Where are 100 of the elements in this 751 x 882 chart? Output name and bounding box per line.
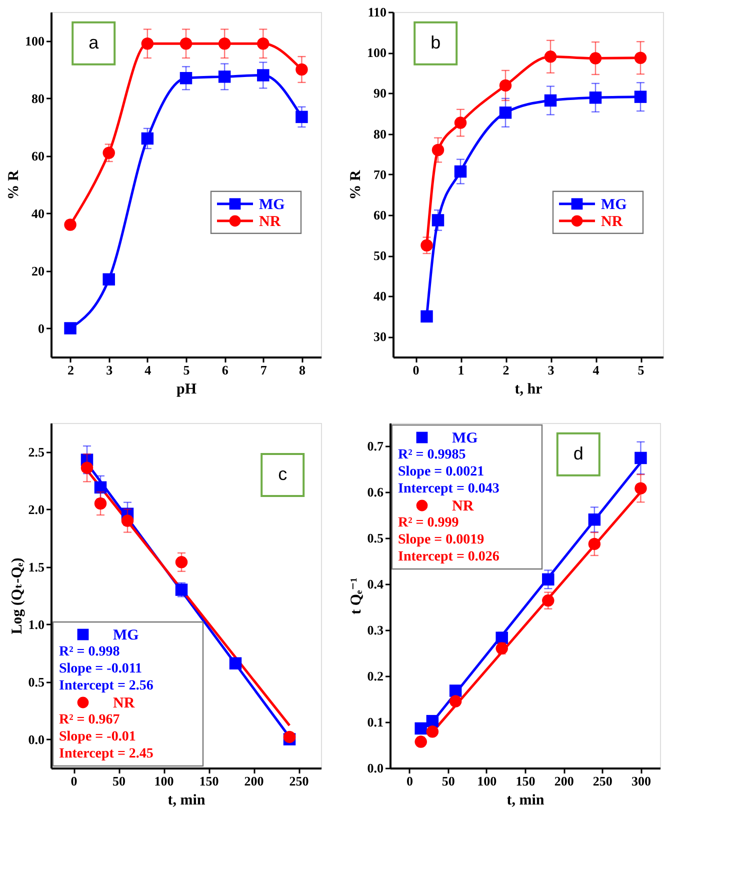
point <box>449 695 462 708</box>
point <box>449 684 462 697</box>
annotation: Intercept = 0.026 <box>398 550 500 564</box>
point <box>102 146 115 159</box>
x-tick-label: 3 <box>106 362 114 378</box>
y-axis-title: Log (Qₜ-Qₑ) <box>9 558 26 634</box>
point <box>432 214 444 226</box>
point <box>454 116 467 129</box>
y-tick-label: 0.0 <box>367 760 384 776</box>
point <box>175 584 188 596</box>
point <box>454 165 467 178</box>
point <box>420 310 433 323</box>
point <box>283 730 296 744</box>
point <box>257 38 270 50</box>
x-tick-label: 250 <box>289 774 309 788</box>
x-tick-label: 8 <box>298 362 306 378</box>
y-tick-label: 90 <box>374 86 386 101</box>
point <box>94 497 107 510</box>
annotation: R² = 0.999 <box>398 516 459 530</box>
y-tick-label: 40 <box>374 288 386 304</box>
point <box>94 481 107 494</box>
y-tick-label: 0.3 <box>367 622 384 638</box>
x-axis-title: t, hr <box>514 382 543 398</box>
y-tick-label: 20 <box>32 263 44 278</box>
annotation: Intercept = 0.043 <box>398 482 500 496</box>
point <box>141 38 154 50</box>
x-tick-label: 5 <box>183 362 190 378</box>
y-tick-label: 30 <box>374 329 386 344</box>
point <box>64 322 76 334</box>
point <box>544 94 557 107</box>
point <box>589 92 602 104</box>
point <box>80 462 94 474</box>
text: d <box>573 443 584 464</box>
y-axis-title: % R <box>6 170 22 200</box>
point <box>420 239 433 252</box>
y-tick-label: 80 <box>32 90 44 106</box>
point <box>141 132 154 145</box>
point <box>218 38 231 50</box>
y-tick-label: 100 <box>367 45 386 60</box>
x-tick-label: 0 <box>70 774 78 788</box>
legend-label: MG <box>452 430 478 446</box>
annotation: Intercept = 2.56 <box>59 678 154 694</box>
point <box>229 657 242 670</box>
y-tick-label: 0.4 <box>367 576 384 592</box>
point <box>426 714 439 728</box>
legend-label: NR <box>601 214 623 230</box>
x-tick-label: 100 <box>154 774 174 788</box>
y-tick-label: 80 <box>374 126 386 142</box>
y-axis-title: t Qₑ⁻¹ <box>348 578 364 614</box>
x-tick-label: 2 <box>502 362 510 378</box>
point <box>589 52 602 64</box>
y-tick-label: 2.0 <box>28 502 44 517</box>
x-tick-label: 4 <box>144 362 152 378</box>
point <box>121 514 134 527</box>
point <box>634 452 647 464</box>
x-tick-label: 150 <box>199 774 219 788</box>
x-tick-label: 5 <box>638 362 645 378</box>
legend-label: MG <box>259 196 286 213</box>
x-axis-title: pH <box>176 382 197 398</box>
point <box>634 482 647 494</box>
y-tick-label: 70 <box>374 166 386 182</box>
point <box>257 69 270 82</box>
text: b <box>430 32 441 52</box>
x-tick-label: 200 <box>554 774 574 788</box>
legend-label: NR <box>452 498 474 514</box>
y-tick-label: 0.2 <box>367 668 384 684</box>
y-tick-label: 60 <box>374 207 386 222</box>
text: c <box>278 464 288 484</box>
x-tick-label: 0 <box>412 362 420 378</box>
point <box>432 144 444 156</box>
y-axis-title: % R <box>348 170 364 200</box>
y-tick-label: 0.5 <box>367 530 384 546</box>
x-axis-title: t, min <box>506 792 545 808</box>
point <box>218 70 231 83</box>
x-tick-label: 0 <box>406 774 414 788</box>
x-tick-label: 1 <box>458 362 464 378</box>
point <box>180 38 192 50</box>
point <box>634 52 647 64</box>
x-tick-label: 6 <box>222 362 229 378</box>
point <box>542 573 554 586</box>
point <box>499 79 512 92</box>
text: a <box>88 32 100 52</box>
annotation: Slope = 0.0019 <box>398 532 484 548</box>
legend-label: NR <box>113 696 135 712</box>
point <box>296 63 308 76</box>
point <box>588 538 601 550</box>
y-tick-label: 60 <box>32 148 44 164</box>
point <box>499 106 512 119</box>
annotation: Slope = 0.0021 <box>398 464 484 480</box>
x-tick-label: 50 <box>442 774 455 788</box>
y-tick-label: 40 <box>32 206 44 221</box>
x-tick-label: 3 <box>548 362 555 378</box>
annotation: Intercept = 2.45 <box>59 746 154 762</box>
y-tick-label: 100 <box>25 33 44 48</box>
legend-label: MG <box>113 628 140 644</box>
y-tick-label: 0.7 <box>367 438 384 454</box>
y-tick-label: 110 <box>368 4 386 20</box>
x-tick-label: 250 <box>592 774 612 788</box>
y-tick-label: 1.0 <box>28 616 44 632</box>
y-tick-label: 1.5 <box>28 559 45 574</box>
